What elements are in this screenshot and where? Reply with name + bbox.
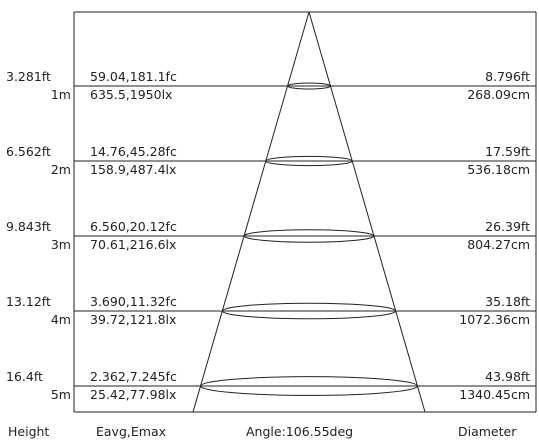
illuminance-fc-label: 3.690,11.32fc (90, 294, 177, 309)
beam-ellipse (243, 229, 375, 243)
height-ft-label: 3.281ft (6, 69, 51, 84)
height-m-label: 2m (51, 162, 71, 177)
illuminance-lx-label: 25.42,77.98lx (90, 387, 176, 402)
footer-height-label: Height (8, 424, 49, 439)
height-ft-label: 6.562ft (6, 144, 51, 159)
height-ft-label: 16.4ft (6, 369, 43, 384)
diameter-ft-label: 17.59ft (485, 144, 530, 159)
beam-right-edge (308, 11, 426, 413)
illuminance-fc-label: 59.04,181.1fc (90, 69, 177, 84)
diameter-cm-label: 804.27cm (467, 237, 530, 252)
diameter-ft-label: 8.796ft (485, 69, 530, 84)
diameter-cm-label: 536.18cm (467, 162, 530, 177)
illuminance-lx-label: 635.5,1950lx (90, 87, 172, 102)
illuminance-lx-label: 70.61,216.6lx (90, 237, 176, 252)
diameter-cm-label: 1340.45cm (459, 387, 530, 402)
height-m-label: 1m (51, 87, 71, 102)
beam-ellipse (200, 376, 418, 396)
diameter-ft-label: 35.18ft (485, 294, 530, 309)
diameter-cm-label: 1072.36cm (459, 312, 530, 327)
beam-ellipse (221, 302, 397, 320)
footer-angle-label: Angle:106.55deg (246, 424, 353, 439)
illuminance-fc-label: 6.560,20.12fc (90, 219, 177, 234)
height-ft-label: 9.843ft (6, 219, 51, 234)
height-m-label: 4m (51, 312, 71, 327)
beam-ellipse (265, 155, 353, 167)
illuminance-fc-label: 2.362,7.245fc (90, 369, 177, 384)
diameter-ft-label: 26.39ft (485, 219, 530, 234)
height-ft-label: 13.12ft (6, 294, 51, 309)
illuminance-lx-label: 158.9,487.4lx (90, 162, 176, 177)
beam-ellipse (287, 82, 331, 90)
footer-diameter-label: Diameter (458, 424, 517, 439)
footer-illuminance-label: Eavg,Emax (96, 424, 166, 439)
illuminance-lx-label: 39.72,121.8lx (90, 312, 176, 327)
height-m-label: 5m (51, 387, 71, 402)
height-m-label: 3m (51, 237, 71, 252)
beam-left-edge (192, 11, 310, 413)
diameter-cm-label: 268.09cm (467, 87, 530, 102)
diameter-ft-label: 43.98ft (485, 369, 530, 384)
illuminance-fc-label: 14.76,45.28fc (90, 144, 177, 159)
